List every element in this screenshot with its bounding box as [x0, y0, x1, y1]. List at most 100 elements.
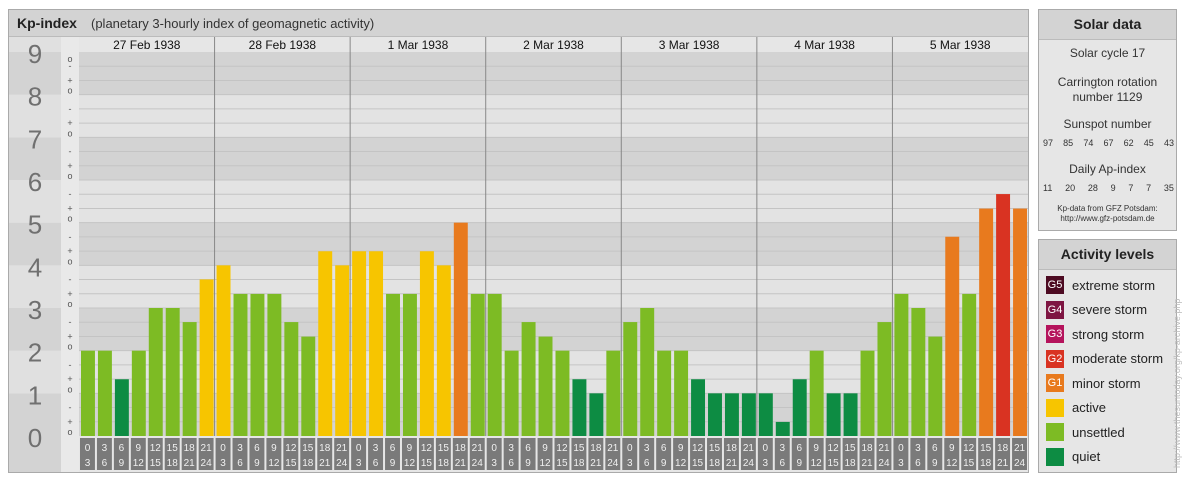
- hour-box: [876, 438, 892, 470]
- hour-end-label: 18: [573, 458, 585, 469]
- date-header-band: [79, 36, 1028, 52]
- kp-bar: [911, 308, 926, 436]
- hour-start-label: 0: [220, 443, 226, 454]
- kp-bar: [335, 265, 350, 436]
- hour-box: [808, 438, 824, 470]
- y-tick-label-0: 0: [28, 423, 42, 453]
- hour-box: [469, 438, 485, 470]
- hour-start-label: 3: [644, 443, 650, 454]
- kp-bar: [199, 279, 214, 436]
- y-axis-band-0: [9, 393, 61, 436]
- hour-box: [605, 438, 621, 470]
- hour-box: [690, 438, 706, 470]
- hour-start-label: 6: [932, 443, 938, 454]
- hour-box: [910, 438, 926, 470]
- solar-data-title: Solar data: [1039, 10, 1176, 40]
- kp-bar: [216, 265, 231, 436]
- hour-start-label: 12: [285, 443, 297, 454]
- hour-start-label: 6: [254, 443, 260, 454]
- sunspot-values: 97 85 74 67 62 45 43: [1043, 138, 1174, 148]
- hour-box: [452, 438, 468, 470]
- hour-end-label: 6: [373, 458, 379, 469]
- kp-bar: [538, 336, 553, 436]
- hour-box: [520, 438, 536, 470]
- hour-box: [283, 438, 299, 470]
- hour-end-label: 6: [644, 458, 650, 469]
- hour-start-label: 6: [390, 443, 396, 454]
- sunspot-value: 67: [1103, 138, 1114, 148]
- y-tick-label-1: 1: [28, 380, 42, 410]
- legend-label: active: [1072, 400, 1106, 415]
- day-label: 27 Feb 1938: [113, 38, 181, 52]
- kp-bar: [369, 251, 384, 436]
- y-tick-label-2: 2: [28, 338, 42, 368]
- sunspot-value: 43: [1163, 138, 1174, 148]
- hour-end-label: 12: [539, 458, 551, 469]
- hour-end-label: 3: [85, 458, 91, 469]
- hour-end-label: 9: [932, 458, 938, 469]
- hour-start-label: 15: [167, 443, 179, 454]
- y-tick-label-7: 7: [28, 124, 42, 154]
- kp-bar: [843, 393, 858, 436]
- hour-box: [249, 438, 265, 470]
- hour-box: [554, 438, 570, 470]
- hour-end-label: 24: [336, 458, 348, 469]
- day-label: 5 Mar 1938: [930, 38, 991, 52]
- hour-end-label: 6: [237, 458, 243, 469]
- hour-start-label: 12: [828, 443, 840, 454]
- hour-box: [147, 438, 163, 470]
- hour-start-label: 15: [980, 443, 992, 454]
- kp-bar: [775, 421, 790, 436]
- minor-tick-label: +: [67, 118, 72, 128]
- kp-bar: [318, 251, 333, 436]
- hour-box: [503, 438, 519, 470]
- hour-box: [774, 438, 790, 470]
- chart-subtitle: (planetary 3-hourly index of geomagnetic…: [91, 16, 375, 31]
- hour-start-label: 21: [201, 443, 213, 454]
- hour-box: [537, 438, 553, 470]
- sunspot-label: Sunspot number: [1063, 117, 1152, 131]
- minor-tick-column: [61, 36, 79, 472]
- y-axis-top: [9, 36, 61, 52]
- hour-start-label: 3: [508, 443, 514, 454]
- kp-bar: [419, 251, 434, 436]
- hour-box: [639, 438, 655, 470]
- hour-end-label: 9: [119, 458, 125, 469]
- hour-box: [707, 438, 722, 470]
- legend-label: strong storm: [1072, 326, 1145, 342]
- kp-bar: [860, 350, 875, 436]
- hour-end-label: 21: [455, 458, 467, 469]
- kp-bar: [301, 336, 316, 436]
- hour-end-label: 12: [404, 458, 416, 469]
- hour-end-label: 24: [1014, 458, 1026, 469]
- solar-cycle: Solar cycle 17: [1069, 46, 1146, 60]
- legend-swatch: G4: [1046, 300, 1064, 319]
- legend-swatch: [1046, 398, 1064, 417]
- hour-start-label: 21: [607, 443, 619, 454]
- kp-bar: [962, 293, 977, 436]
- legend-swatch: G3: [1046, 325, 1064, 343]
- hour-start-label: 12: [556, 443, 568, 454]
- hour-end-label: 15: [150, 458, 162, 469]
- activity-levels-title: Activity levels: [1039, 240, 1176, 270]
- hour-box: [791, 438, 807, 470]
- hour-end-label: 15: [556, 458, 568, 469]
- y-tick-label-6: 6: [28, 167, 42, 197]
- hour-box: [927, 438, 943, 470]
- hour-end-label: 3: [763, 458, 769, 469]
- kp-band-8: [79, 52, 1028, 95]
- source-line-2[interactable]: http://www.gfz-potsdam.de: [1060, 214, 1155, 223]
- day-label: 4 Mar 1938: [794, 38, 855, 52]
- hour-end-label: 15: [421, 458, 433, 469]
- carrington-line-2: number 1129: [1072, 90, 1143, 104]
- kp-bar: [945, 236, 960, 436]
- kp-bar: [741, 393, 756, 436]
- minor-tick-label: -: [69, 104, 72, 114]
- ap-value: 9: [1110, 183, 1116, 193]
- hour-start-label: 9: [136, 443, 142, 454]
- legend-item: G4 severe storm: [1046, 300, 1147, 320]
- kp-bar: [284, 322, 299, 436]
- kp-bar: [402, 293, 417, 436]
- hour-box: [385, 438, 400, 470]
- hour-end-label: 15: [285, 458, 297, 469]
